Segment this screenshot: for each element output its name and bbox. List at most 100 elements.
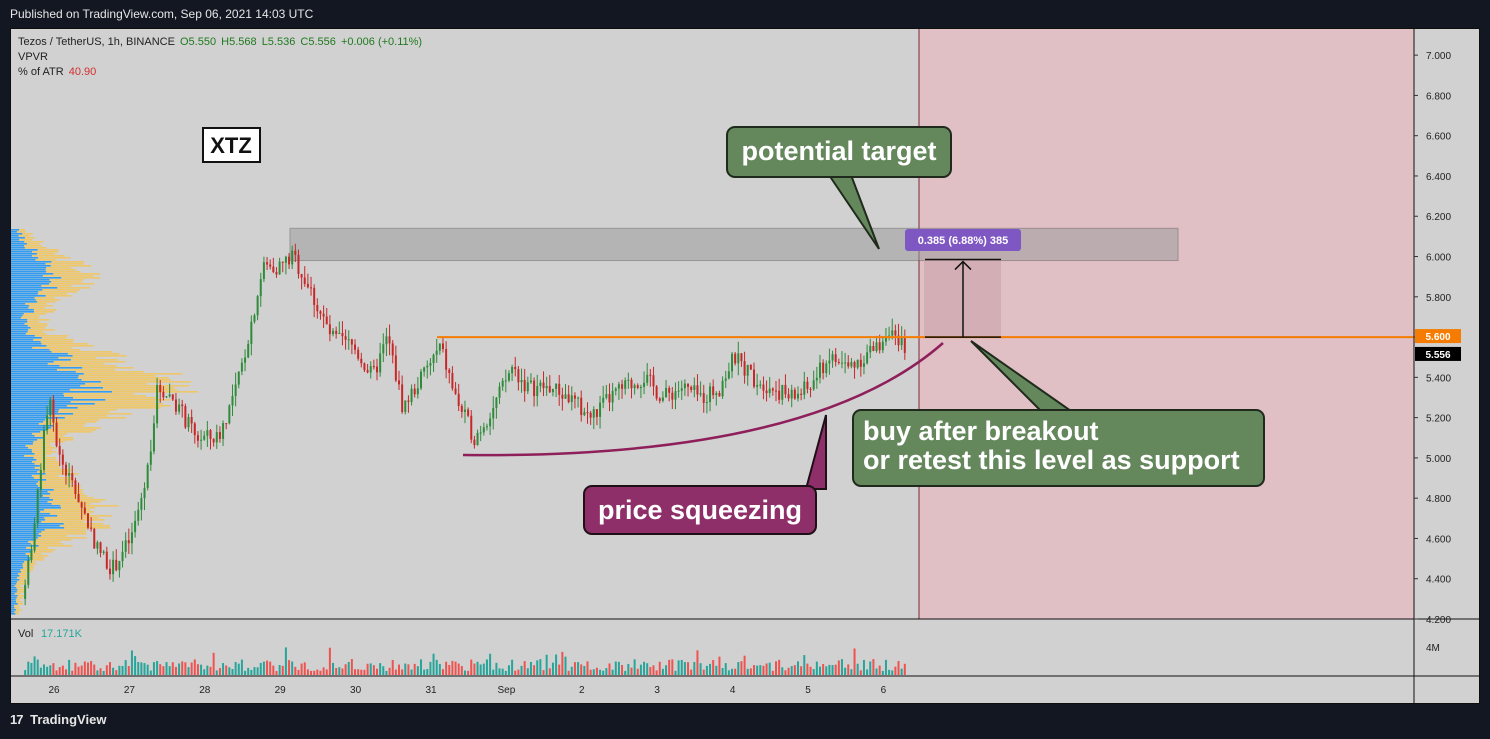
vpvr-bar: [45, 263, 84, 265]
indicator-vpvr[interactable]: VPVR: [18, 51, 48, 63]
vpvr-bar: [46, 479, 74, 481]
candle-body: [800, 393, 803, 395]
tradingview-brand: TradingView: [30, 712, 107, 727]
price-chart[interactable]: 0.385 (6.88%) 385 XTZ potential target buy …: [11, 29, 1479, 703]
vpvr-bar: [11, 395, 65, 397]
candle-body: [551, 388, 554, 393]
volume-bar: [137, 661, 140, 675]
price-tick-label: 5.400: [1426, 373, 1451, 384]
volume-bar: [159, 664, 162, 675]
vpvr-bar: [25, 303, 47, 305]
vpvr-bar: [11, 391, 113, 393]
candle-body: [511, 366, 514, 374]
volume-bar: [862, 659, 865, 675]
symbol-line: Tezos / TetherUS, 1h, BINANCE O5.550 H5.…: [18, 35, 424, 50]
vpvr-bar: [11, 253, 37, 255]
vpvr-bar: [33, 339, 74, 341]
candle-body: [134, 520, 137, 533]
vpvr-bar: [11, 371, 76, 373]
candle-body: [303, 277, 306, 284]
vpvr-bar: [24, 561, 35, 563]
vpvr-bar: [22, 563, 37, 565]
vpvr-bar: [11, 507, 61, 509]
candle-body: [297, 254, 300, 274]
candle-body: [489, 418, 492, 427]
vpvr-bar: [67, 353, 120, 355]
candle-body: [517, 369, 520, 383]
vpvr-bar: [11, 321, 28, 323]
vpvr-bar: [11, 529, 45, 531]
vpvr-bar: [11, 269, 46, 271]
vpvr-bar: [11, 373, 84, 375]
candle-body: [140, 498, 143, 510]
vpvr-bar: [11, 607, 15, 609]
volume-bar: [812, 669, 815, 675]
vpvr-bar: [32, 549, 56, 551]
vpvr-bar: [11, 331, 28, 333]
vpvr-bar: [11, 593, 15, 595]
candle-body: [237, 371, 240, 385]
candle-body: [250, 321, 253, 344]
vpvr-bar: [11, 317, 21, 319]
price-tick-label: 4.800: [1426, 494, 1451, 505]
volume-bar: [124, 660, 127, 675]
candle-body: [379, 353, 382, 373]
tradingview-logo-icon: 17: [10, 712, 24, 727]
vpvr-bar: [11, 571, 21, 573]
tradingview-footer[interactable]: 17 TradingView: [10, 708, 106, 732]
vpvr-bar: [16, 583, 27, 585]
volume-bar: [272, 665, 275, 675]
candle-body: [203, 435, 206, 440]
vpvr-bar: [11, 433, 33, 435]
candle-body: [313, 287, 316, 306]
vpvr-bar: [38, 423, 86, 425]
vpvr-bar: [47, 501, 101, 503]
vpvr-bar: [73, 413, 132, 415]
candle-body: [734, 353, 737, 364]
volume-bar: [42, 664, 45, 675]
volume-bar: [432, 653, 435, 675]
vpvr-bar: [11, 315, 23, 317]
volume-bar: [419, 659, 422, 675]
candle-body: [404, 400, 407, 412]
symbol-name[interactable]: Tezos / TetherUS, 1h, BINANCE: [18, 36, 175, 48]
indicator-atr[interactable]: % of ATR 40.90: [18, 65, 424, 80]
candle-body: [234, 384, 237, 397]
volume-bar: [80, 665, 83, 675]
candle-body: [693, 385, 696, 390]
candle-body: [419, 371, 422, 389]
vpvr-bar: [11, 465, 40, 467]
candle-body: [749, 364, 752, 370]
candle-body: [184, 406, 187, 428]
candle-body: [818, 362, 821, 378]
candle-body: [33, 523, 36, 551]
vpvr-bar: [102, 387, 175, 389]
vpvr-bar: [16, 231, 26, 233]
vpvr-bar: [64, 527, 111, 529]
volume-bar: [712, 660, 715, 675]
volume-bar: [49, 665, 52, 675]
vpvr-bar: [53, 489, 83, 491]
volume-bar: [284, 647, 287, 675]
volume-bar: [775, 661, 777, 675]
vpvr-bar: [58, 411, 110, 413]
candle-body: [178, 404, 181, 412]
candle-body: [536, 386, 539, 397]
volume-bar: [636, 668, 639, 675]
vpvr-bar: [49, 513, 91, 515]
vpvr-bar: [36, 253, 55, 255]
candle-body: [636, 385, 639, 388]
vpvr-bar: [41, 531, 86, 533]
volume-bar: [27, 661, 30, 675]
vpvr-bar: [11, 351, 52, 353]
candle-body: [529, 380, 532, 383]
candle-body: [281, 261, 284, 263]
time-tick-label: 27: [124, 685, 136, 696]
volume-bar: [605, 668, 608, 675]
vpvr-bar: [11, 483, 37, 485]
vpvr-bar: [80, 385, 190, 387]
volume-bar: [52, 663, 55, 675]
volume-bar: [209, 666, 212, 675]
candle-body: [495, 397, 498, 408]
candle-body: [256, 296, 259, 316]
